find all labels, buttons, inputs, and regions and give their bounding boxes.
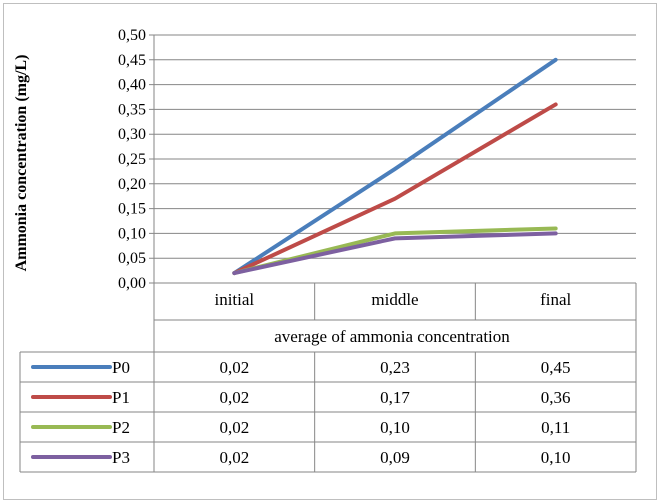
y-tick-label: 0,10 (118, 225, 146, 242)
y-tick-label: 0,40 (118, 77, 146, 94)
data-table-value: 0,09 (380, 448, 410, 467)
data-table-value: 0,10 (541, 448, 571, 467)
data-table-value: 0,02 (219, 358, 249, 377)
y-tick-label: 0,25 (118, 151, 146, 168)
legend-label: P0 (112, 358, 130, 377)
series-line-p0 (232, 57, 558, 276)
legend-label: P2 (112, 418, 130, 437)
data-table-value: 0,10 (380, 418, 410, 437)
y-tick-labels: 0,00 0,05 0,10 0,15 0,20 0,25 0,30 0,35 0,40 0,45… (118, 27, 146, 292)
y-tick-label: 0,00 (118, 275, 146, 292)
y-tick-label: 0,30 (118, 126, 146, 143)
y-tick-label: 0,35 (118, 101, 146, 118)
y-tick-label: 0,50 (118, 27, 146, 44)
data-table-value: 0,36 (541, 388, 571, 407)
x-category-label: final (540, 290, 571, 309)
legend-label: P1 (112, 388, 130, 407)
y-tick-label: 0,45 (118, 52, 146, 69)
series-line-p3 (232, 231, 558, 276)
y-tick-label: 0,05 (118, 250, 146, 267)
series-lines (232, 57, 558, 276)
y-tick-label: 0,20 (118, 176, 146, 193)
y-tick-label: 0,15 (118, 201, 146, 218)
data-table-value: 0,02 (219, 418, 249, 437)
x-category-label: initial (214, 290, 254, 309)
data-table-value: 0,02 (219, 388, 249, 407)
data-table-value: 0,02 (219, 448, 249, 467)
data-table-value: 0,23 (380, 358, 410, 377)
chart-frame (3, 3, 657, 500)
x-axis-label: average of ammonia concentration (274, 327, 510, 346)
legend-label: P3 (112, 448, 130, 467)
data-table-value: 0,45 (541, 358, 571, 377)
y-axis-label: Ammonia concentration (mg/L) (13, 55, 30, 272)
data-table-value: 0,17 (380, 388, 410, 407)
x-category-label: middle (371, 290, 418, 309)
series-line-p1 (232, 102, 558, 276)
data-table-value: 0,11 (541, 418, 570, 437)
data-table: initial middle final P0 0,02 0,23 0,45 P1 0,02 0,… (19, 283, 637, 473)
gridlines (149, 34, 636, 284)
